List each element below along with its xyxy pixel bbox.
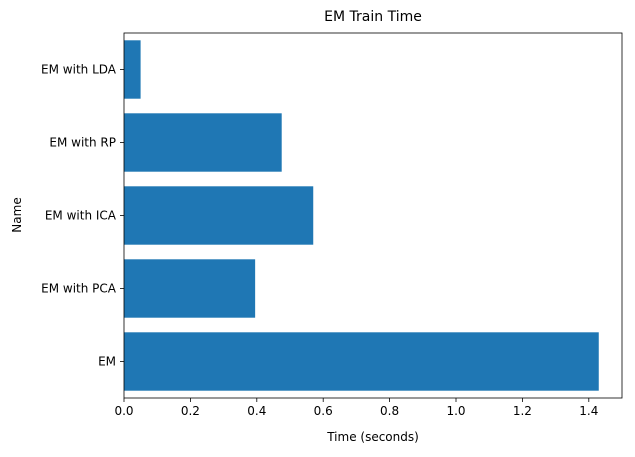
- x-ticks: 0.0 0.2 0.4 0.6 0.8 1.0 1.2 1.4: [114, 398, 598, 418]
- y-tick-label: EM with PCA: [41, 282, 117, 296]
- x-tick-label: 1.0: [446, 404, 465, 418]
- x-tick-label: 1.2: [513, 404, 532, 418]
- plot-frame: [123, 32, 623, 399]
- bar-em-with-lda: [124, 40, 141, 99]
- y-tick-label: EM with ICA: [45, 209, 117, 223]
- x-tick-label: 0.0: [114, 404, 133, 418]
- bar-em: [124, 332, 599, 391]
- bars-layer: [124, 40, 599, 391]
- y-tick-label: EM with LDA: [41, 63, 117, 77]
- x-axis-label: Time (seconds): [326, 430, 419, 444]
- x-tick-label: 0.4: [247, 404, 266, 418]
- y-tick-label: EM: [98, 355, 116, 369]
- y-ticks: EM EM with PCA EM with ICA EM with RP EM wit…: [41, 63, 124, 369]
- y-axis-label: Name: [10, 197, 24, 232]
- x-tick-label: 0.6: [314, 404, 333, 418]
- bar-em-with-rp: [124, 113, 282, 172]
- y-tick-label: EM with RP: [49, 136, 116, 150]
- bar-em-with-ica: [124, 186, 314, 245]
- chart-title: EM Train Time: [324, 9, 422, 25]
- x-tick-label: 1.4: [579, 404, 598, 418]
- x-tick-label: 0.2: [181, 404, 200, 418]
- bar-em-with-pca: [124, 259, 256, 318]
- x-tick-label: 0.8: [380, 404, 399, 418]
